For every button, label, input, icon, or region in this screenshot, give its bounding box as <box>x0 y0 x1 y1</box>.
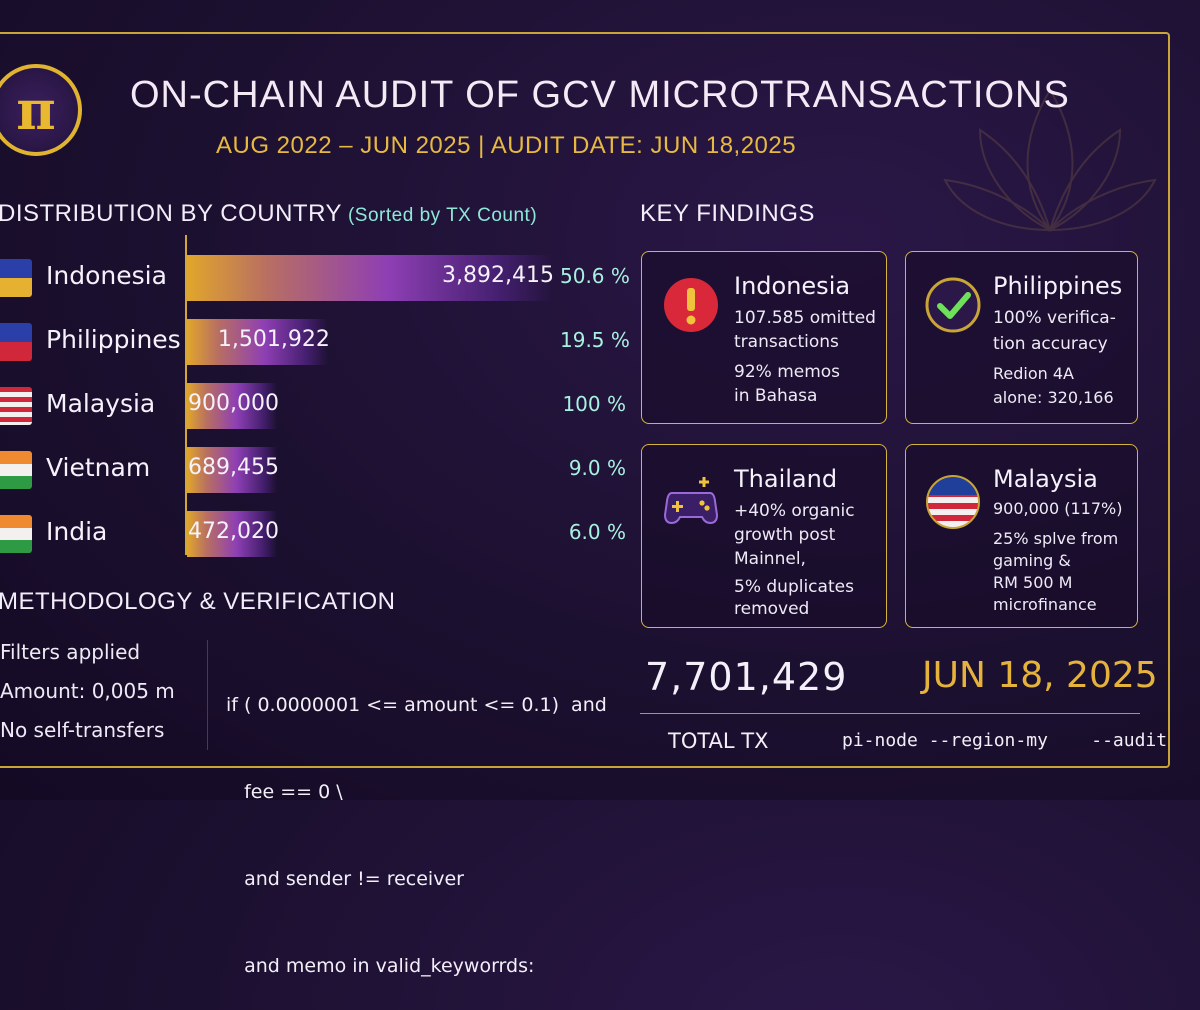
bar-row: Indonesia 3,892,415 50.6 % <box>0 251 640 301</box>
card-line: RM 500 M <box>993 573 1073 592</box>
card-title: Indonesia <box>734 272 851 300</box>
card-line: 25% splve from <box>993 529 1119 548</box>
card-title: Malaysia <box>993 465 1098 493</box>
card-line: 92% memos <box>734 362 841 382</box>
total-tx-value: 7,701,429 <box>645 655 848 699</box>
card-line: 5% duplicates <box>734 577 854 597</box>
chart-axis-line <box>185 235 187 555</box>
card-line: gaming & <box>993 551 1071 570</box>
distribution-heading: DISTRIBUTION BY COUNTRY (Sorted by TX Cou… <box>0 200 537 228</box>
country-flag-icon <box>0 323 32 361</box>
filter-item: No self-transfers <box>0 718 165 742</box>
card-line: in Bahasa <box>734 386 818 406</box>
filters-list: Filters applied Amount: 0,005 m No self-… <box>0 633 175 750</box>
alert-icon <box>664 278 718 332</box>
cli-command: pi-node --region-my --audit <box>842 730 1168 751</box>
total-tx-label: TOTAL TX <box>668 729 769 753</box>
country-label: India <box>46 517 108 546</box>
country-label: Indonesia <box>46 261 167 290</box>
gamepad-icon <box>663 477 719 525</box>
bar-row: India 472,020 6.0 % <box>0 507 640 557</box>
country-label: Vietnam <box>46 453 151 482</box>
bar-percent-label: 100 % <box>562 392 626 416</box>
bar-percent-label: 9.0 % <box>568 456 626 480</box>
country-flag-icon <box>0 387 32 425</box>
card-line: removed <box>734 599 810 619</box>
outer-frame <box>0 32 1170 768</box>
bar-percent-label: 50.6 % <box>560 264 630 288</box>
bar-value-label: 900,000 <box>188 391 279 416</box>
bar-row: Malaysia 900,000 100 % <box>0 379 640 429</box>
distribution-note: (Sorted by TX Count) <box>347 205 538 226</box>
pi-icon: π <box>16 78 56 142</box>
finding-card-malaysia: Malaysia 900,000 (117%) 25% splve from g… <box>905 444 1138 628</box>
filter-item: Filters applied <box>0 640 141 664</box>
malaysia-flag-icon <box>926 475 980 529</box>
finding-card-thailand: Thailand +40% organic growth post Mainne… <box>641 444 887 628</box>
code-line: if ( 0.0000001 <= amount <= 0.1) and <box>226 694 607 716</box>
code-line: and sender != receiver <box>226 868 464 890</box>
card-title: Philippines <box>993 272 1123 300</box>
bar-value-label: 1,501,922 <box>217 327 330 352</box>
code-line: and memo in valid_keyworrds: <box>226 955 535 977</box>
card-line: transactions <box>734 332 839 352</box>
country-flag-icon <box>0 259 32 297</box>
card-line: +40% organic <box>734 501 855 521</box>
bar-value-label: 472,020 <box>188 519 279 544</box>
bar <box>187 255 552 301</box>
country-flag-icon <box>0 451 32 489</box>
card-line: growth post <box>734 525 836 545</box>
card-line: alone: 320,166 <box>993 388 1114 407</box>
card-line: 900,000 (117%) <box>993 499 1123 518</box>
page-subtitle: AUG 2022 – JUN 2025 | AUDIT DATE: JUN 18… <box>216 132 797 159</box>
bar-row: Philippines 1,501,922 19.5 % <box>0 315 640 365</box>
card-line: tion accuracy <box>993 334 1108 354</box>
code-line: fee == 0 \ <box>226 781 343 803</box>
methodology-divider <box>207 640 208 750</box>
bar-percent-label: 6.0 % <box>568 520 626 544</box>
filter-item: Amount: 0,005 m <box>0 679 175 703</box>
findings-heading: KEY FINDINGS <box>640 200 815 227</box>
bar-value-label: 3,892,415 <box>442 263 554 288</box>
footer-divider <box>640 713 1140 714</box>
country-label: Malaysia <box>46 389 156 418</box>
finding-card-philippines: Philippines 100% verifica- tion accuracy… <box>905 251 1138 424</box>
bar-percent-label: 19.5 % <box>560 328 630 352</box>
finding-card-indonesia: Indonesia 107.585 omitted transactions 9… <box>641 251 887 424</box>
card-line-highlight: 100% verifica- <box>993 308 1116 328</box>
bar <box>187 319 328 365</box>
lotus-watermark-icon <box>943 88 1157 232</box>
bar-value-label: 689,455 <box>188 455 279 480</box>
card-title: Thailand <box>734 465 838 493</box>
check-icon <box>925 277 981 333</box>
page-title: ON-CHAIN AUDIT OF GCV MICROTRANSACTIONS <box>130 74 1070 116</box>
pi-logo: π <box>0 64 82 156</box>
card-line: microfinance <box>993 595 1097 614</box>
distribution-heading-text: DISTRIBUTION BY COUNTRY <box>0 200 342 227</box>
country-label: Philippines <box>46 325 181 354</box>
country-flag-icon <box>0 515 32 553</box>
card-line: 107.585 omitted <box>734 308 876 328</box>
audit-date: JUN 18, 2025 <box>922 655 1158 696</box>
filter-code-block: if ( 0.0000001 <= amount <= 0.1) and fee… <box>226 633 607 1010</box>
bar-row: Vietnam 689,455 9.0 % <box>0 443 640 493</box>
bar <box>187 383 277 429</box>
bar <box>187 447 277 493</box>
card-line: Mainnel, <box>734 549 806 569</box>
methodology-heading: METHODOLOGY & VERIFICATION <box>0 588 396 615</box>
bar <box>187 511 277 557</box>
card-line: Redion 4A <box>993 364 1074 383</box>
